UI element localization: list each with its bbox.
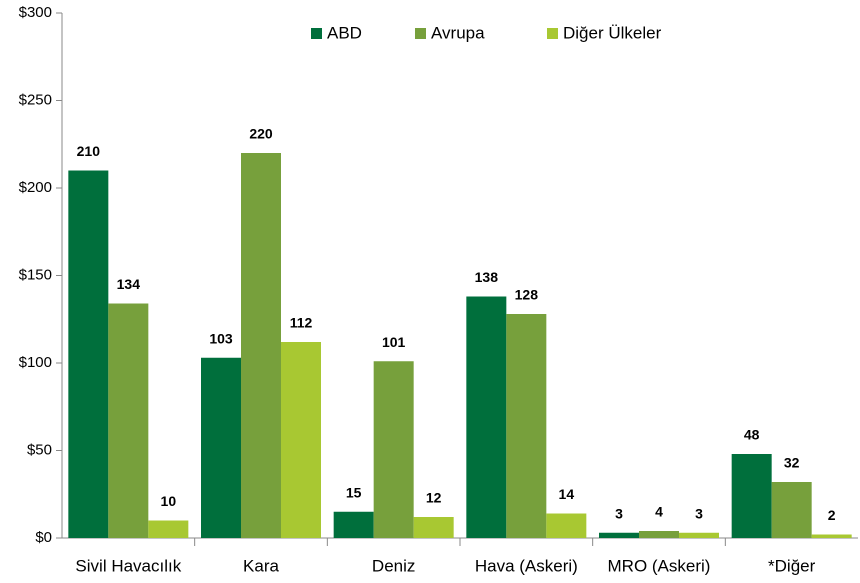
bar [333, 511, 374, 538]
bar [811, 534, 852, 538]
value-label: 3 [695, 505, 703, 521]
value-label: 138 [475, 269, 499, 285]
value-label: 48 [744, 427, 760, 443]
bar [241, 153, 281, 538]
value-label: 12 [426, 490, 442, 506]
bar [771, 482, 812, 538]
y-tick-label: $100 [19, 354, 52, 371]
y-tick-label: $0 [35, 529, 52, 546]
bar [281, 342, 321, 538]
legend-swatch [415, 28, 426, 39]
value-label: 3 [615, 505, 623, 521]
value-label: 10 [161, 493, 177, 509]
value-label: 4 [655, 504, 663, 520]
legend-swatch [547, 28, 558, 39]
bar [68, 170, 109, 538]
y-tick-label: $150 [19, 266, 52, 283]
value-label: 220 [249, 126, 273, 142]
bar [148, 520, 189, 538]
bar [108, 303, 149, 538]
y-tick-label: $250 [19, 91, 52, 108]
bar [639, 531, 679, 538]
bar [201, 357, 241, 538]
bar [373, 361, 414, 538]
x-tick-label: *Diğer [768, 556, 816, 575]
bar [466, 296, 507, 538]
x-tick-label: MRO (Askeri) [608, 556, 711, 575]
legend-swatch [311, 28, 322, 39]
x-tick-label: Kara [243, 556, 279, 575]
bar [413, 517, 454, 538]
bar [599, 532, 639, 538]
value-label: 32 [784, 455, 800, 471]
value-label: 112 [290, 315, 313, 331]
y-tick-label: $50 [27, 441, 52, 458]
value-label: 101 [382, 334, 406, 350]
value-label: 134 [117, 276, 141, 292]
value-label: 15 [346, 484, 362, 500]
bar [546, 513, 587, 538]
bar [506, 314, 547, 538]
bar [731, 454, 772, 538]
value-label: 103 [209, 330, 233, 346]
legend-label: Diğer Ülkeler [563, 23, 662, 42]
value-label: 210 [77, 143, 101, 159]
legend-label: Avrupa [431, 23, 485, 42]
x-tick-label: Sivil Havacılık [75, 556, 181, 575]
value-label: 14 [559, 486, 575, 502]
value-label: 128 [515, 287, 539, 303]
legend-label: ABD [327, 23, 362, 42]
x-tick-label: Deniz [372, 556, 415, 575]
bar [679, 532, 719, 538]
x-tick-label: Hava (Askeri) [475, 556, 578, 575]
y-tick-label: $300 [19, 4, 52, 21]
value-label: 2 [828, 507, 836, 523]
y-tick-label: $200 [19, 179, 52, 196]
